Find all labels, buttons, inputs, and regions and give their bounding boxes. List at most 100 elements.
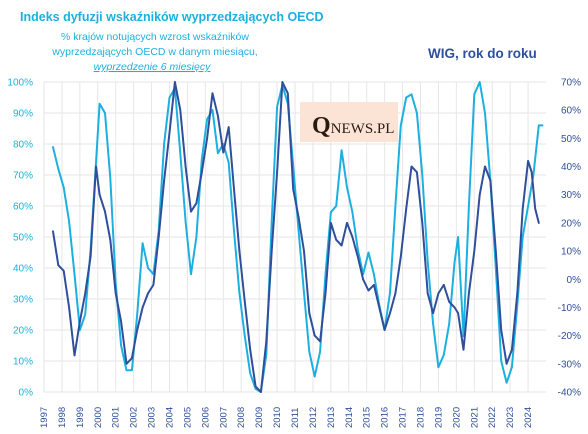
diffusion-point (357, 248, 359, 251)
wig-point (521, 208, 524, 210)
wig-point (265, 340, 268, 343)
diffusion-point (57, 168, 60, 170)
diffusion-point (426, 261, 429, 263)
wig-point (346, 222, 348, 224)
wig-point (378, 306, 381, 309)
diffusion-point (473, 93, 476, 96)
x-tick-label: 2014 (344, 407, 355, 428)
x-tick-label: 2000 (93, 407, 104, 428)
wig-point (330, 222, 332, 224)
diffusion-point (340, 149, 343, 151)
x-tick-label: 1997 (39, 407, 50, 428)
wig-point (351, 236, 354, 238)
diffusion-point (303, 292, 305, 294)
x-tick-label: 2018 (416, 407, 427, 428)
diffusion-point (405, 96, 408, 99)
diffusion-point (190, 273, 192, 276)
diffusion-point (62, 186, 65, 189)
x-tick-label: 2020 (451, 407, 462, 428)
wig-point (141, 306, 144, 309)
x-tick-label: 2005 (182, 407, 193, 428)
diffusion-point (394, 205, 397, 207)
wig-point (222, 151, 225, 154)
x-tick-label: 1998 (57, 407, 68, 428)
wig-point (400, 255, 402, 258)
logo-background (300, 102, 398, 142)
chart-subtitle-line-2: wyprzedzających OECD w danym miesiącu, (51, 46, 257, 58)
diffusion-point (457, 236, 459, 238)
diffusion-point (233, 230, 235, 232)
x-tick-label: 2007 (218, 407, 229, 428)
x-tick-label: 2019 (433, 407, 444, 428)
x-tick-label: 2012 (308, 407, 319, 428)
wig-point (484, 165, 486, 168)
wig-point (405, 208, 408, 210)
diffusion-point (270, 220, 273, 223)
wig-point (62, 270, 65, 272)
wig-point (211, 92, 214, 95)
wig-point (281, 81, 284, 83)
x-tick-label: 2006 (200, 407, 211, 428)
x-tick-label: 2003 (147, 407, 158, 428)
y-right-tick-label: 30% (561, 190, 581, 201)
logo-text: QNEWS.PL (312, 113, 394, 139)
diffusion-point (276, 106, 278, 108)
x-tick-label: 2023 (505, 407, 516, 428)
wig-point (500, 329, 503, 331)
wig-point (410, 165, 413, 168)
wig-point (457, 312, 459, 314)
diffusion-point (500, 360, 503, 362)
wig-point (530, 171, 533, 173)
wig-series-title: WIG, rok do roku (428, 46, 537, 61)
wig-point (260, 391, 262, 393)
y-left-tick-label: 30% (13, 295, 33, 306)
diffusion-point (421, 174, 424, 176)
y-right-tick-label: 40% (561, 162, 581, 173)
y-right-tick-label: 60% (561, 106, 581, 117)
wig-point (184, 165, 187, 168)
diffusion-point (73, 273, 76, 276)
wig-point (195, 202, 198, 204)
logo-q: Q (312, 113, 331, 139)
wig-point (174, 81, 176, 83)
wig-point (478, 193, 481, 196)
y-right-tick-label: 20% (561, 218, 581, 229)
y-right-tick-label: -10% (558, 303, 581, 314)
x-tick-label: 2009 (254, 407, 265, 428)
x-tick-label: 2010 (272, 407, 283, 428)
diffusion-point (410, 93, 413, 96)
diffusion-point (335, 205, 338, 207)
diffusion-point (367, 251, 370, 254)
diffusion-point (109, 177, 112, 179)
wig-point (233, 188, 235, 190)
diffusion-point (416, 112, 418, 114)
wig-point (89, 255, 92, 258)
diffusion-point (297, 230, 300, 232)
x-tick-label: 2008 (236, 407, 247, 428)
wig-point (179, 109, 182, 111)
wig-point (383, 329, 386, 331)
wig-point (432, 312, 434, 314)
x-tick-label: 2013 (326, 407, 337, 428)
diffusion-point (538, 124, 540, 127)
diffusion-point (163, 143, 165, 145)
wig-point (217, 115, 219, 117)
diffusion-point (52, 146, 54, 148)
y-right-tick-label: -40% (558, 388, 581, 399)
diffusion-point (211, 109, 214, 111)
wig-point (534, 208, 536, 210)
x-tick-label: 2011 (290, 408, 301, 428)
diffusion-point (389, 292, 391, 294)
diffusion-point (319, 350, 321, 353)
diffusion-point (308, 350, 311, 353)
wig-point (373, 284, 375, 286)
y-right-tick-label: -20% (558, 331, 581, 342)
diffusion-point (168, 96, 171, 99)
wig-point (308, 312, 311, 314)
diffusion-point (136, 313, 138, 316)
y-left-tick-label: 60% (13, 202, 33, 213)
series-layer (52, 81, 544, 393)
y-left-tick-label: 50% (13, 233, 33, 244)
y-left-tick-label: 10% (13, 357, 33, 368)
diffusion-point (227, 161, 230, 164)
